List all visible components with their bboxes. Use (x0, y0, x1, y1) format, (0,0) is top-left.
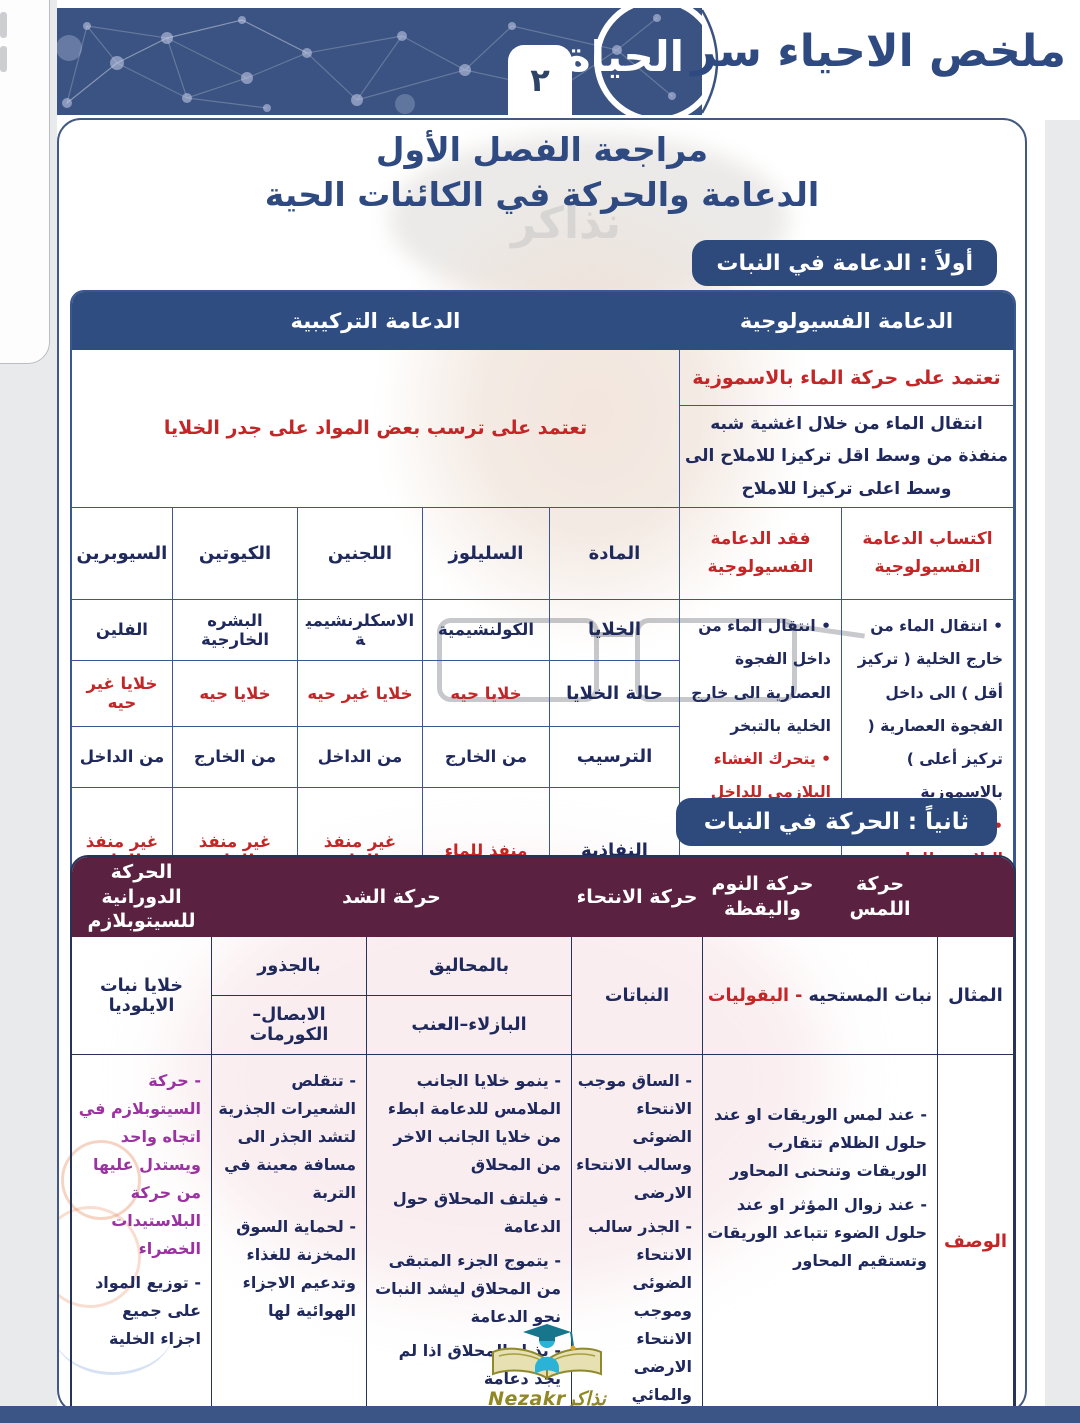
margin-notch (0, 12, 7, 38)
example-cyclosis: خلايا نبات الايلوديا (72, 936, 212, 1056)
matrix-col-header: السيوبرين (72, 506, 173, 600)
movement-table: حركة اللمس حركة النوم والیقظة حركة الانت… (70, 855, 1016, 1412)
touch-movement-header: حركة اللمس (822, 857, 938, 938)
matrix-row-label: الخلايا (548, 598, 680, 661)
matrix-cell: خلايا غير حيه (72, 659, 173, 727)
brand-ar: نذاكر (565, 1388, 606, 1410)
roots-sublabel: بالجذور (211, 936, 367, 997)
gain-support-header: اكتساب الدعامة الفسيولوجية (841, 506, 1014, 600)
page-number: ٢ (530, 61, 550, 99)
tension-movement-header: حركة الشد (211, 857, 572, 938)
description-point: عند زوال المؤثر او عند حلول الضوء تتباعد… (707, 1191, 927, 1275)
description-point: توزيع المواد على جميع اجزاء الخلية (76, 1269, 201, 1353)
structural-basis: تعتمد على ترسب بعض المواد على جدر الخلاي… (72, 349, 680, 508)
tendrils-sublabel: بالمحاليق (366, 936, 572, 997)
matrix-cell: البشره الخارجية (171, 598, 298, 661)
loss-point: يتحرك الغشاء البلازمى للداخل (684, 743, 831, 810)
open-book-left-icon (492, 1347, 548, 1380)
bottom-bar (0, 1406, 1080, 1423)
worksheet-card: نذاكر مراجعة الفصل الأول الدعامة والحركة… (57, 118, 1027, 1414)
description-roots: تتقلص الشعيرات الجذرية لتشد الجذر الى مس… (211, 1054, 367, 1412)
gain-point: انتقال الماء من خارج الخلية ( تركيز أقل … (846, 610, 1003, 810)
matrix-col-header: السليلوز (421, 506, 550, 600)
graduate-book-icon (492, 1324, 602, 1380)
tendrils-examples: البازلاء–العنب (366, 995, 572, 1056)
matrix-cell: خلايا غير حيه (296, 659, 423, 727)
graduation-cap-icon (523, 1324, 571, 1340)
open-book-right-icon (546, 1347, 602, 1380)
physiological-support-header: الدعامة الفسيولوجية (678, 292, 1014, 350)
cyclosis-movement-header: الحركة الدورانية للسيتوبلازم (72, 857, 212, 938)
physiological-detail: انتقال الماء من خلال اغشية شبه منفذة من … (678, 405, 1014, 508)
description-point: تتقلص الشعيرات الجذرية لتشد الجذر الى مس… (216, 1067, 356, 1207)
brand-en: Nezakr (488, 1388, 566, 1410)
bracket-curve-icon (700, 9, 719, 114)
example-tropism: النباتات (571, 936, 703, 1056)
matrix-cell: الفلين (72, 598, 173, 661)
structural-support-header: الدعامة التركيبية (72, 292, 680, 350)
matrix-cell: من الداخل (72, 725, 173, 788)
constellation-pattern-icon (57, 8, 702, 115)
matrix-cell: من الخارج (421, 725, 550, 788)
matrix-cell: خلايا حيه (421, 659, 550, 727)
banner-title-accent: الحياة (565, 32, 684, 81)
description-point: يتموج الجزء المتبقى من المحلاق ليشد النب… (371, 1247, 561, 1331)
example-touch-sleep: نبات المستحيه - البقوليات (702, 936, 938, 1056)
movement-corner-header (937, 857, 1014, 938)
description-point: فيلتف المحلاق حول الدعامة (371, 1185, 561, 1241)
loss-point: انتقال الماء من داخل الفجوة العصارية الى… (684, 610, 831, 743)
sleep-wake-movement-header: حركة النوم والیقظة (702, 857, 823, 938)
matrix-row-label: الترسيب (548, 725, 680, 788)
loss-support-header: فقد الدعامة الفسيولوجية (678, 506, 843, 600)
description-touch-sleep: عند لمس الوريقات او عند حلول الظلام تتقا… (702, 1054, 938, 1412)
matrix-cell: من الداخل (296, 725, 423, 788)
matrix-cell: الاسكلرنشيمية (296, 598, 423, 661)
student-body-icon (535, 1356, 559, 1374)
header-banner: الحياة ٢ (57, 8, 702, 115)
page-number-tab: ٢ (508, 45, 572, 115)
matrix-col-header: الكيوتين (171, 506, 298, 600)
section-1-heading: أولاً : الدعامة في النبات (692, 240, 997, 286)
matrix-corner-header: المادة (548, 506, 680, 600)
brand-text: Nezakrنذاكر (477, 1388, 617, 1410)
example-row-label: المثال (937, 936, 1014, 1056)
description-point: الجذر سالب الانتحاء الضوئى وموجب الانتحا… (576, 1213, 692, 1409)
faded-brand-text: نذاكر (511, 198, 621, 249)
margin-notch (0, 46, 7, 72)
description-point: ينمو خلايا الجانب الملامس للدعامة ابطء م… (371, 1067, 561, 1179)
description-cyclosis: حركة السيتوبلازم في اتجاه واحد ويستدل عل… (72, 1054, 212, 1412)
description-tendrils: ينمو خلايا الجانب الملامس للدعامة ابطء م… (366, 1054, 572, 1412)
matrix-cell: الكولنشيمية (421, 598, 550, 661)
description-point: لحماية السوق المخزنة للغذاء وتدعيم الاجز… (216, 1213, 356, 1325)
matrix-col-header: اللجنين (296, 506, 423, 600)
watermark-logo: Nezakrنذاكر (477, 1322, 617, 1410)
section-2-heading: ثانياً : الحركة في النبات (675, 798, 997, 846)
description-point: عند لمس الوريقات او عند حلول الظلام تتقا… (707, 1101, 927, 1185)
matrix-row-label: حالة الخلايا (548, 659, 680, 727)
cap-tassel-icon (570, 1345, 576, 1351)
example-touch-sleep-accent: - البقوليات (707, 985, 803, 1006)
matrix-cell: خلايا حيه (171, 659, 298, 727)
description-point: حركة السيتوبلازم في اتجاه واحد ويستدل عل… (76, 1067, 201, 1263)
tropism-movement-header: حركة الانتحاء (571, 857, 703, 938)
crescent-arc-icon (594, 8, 702, 115)
stacked-sheet-edge (0, 0, 50, 364)
description-point: الساق موجب الانتحاء الضوئى وسالب الانتحا… (576, 1067, 692, 1207)
example-touch-sleep-main: نبات المستحيه (808, 985, 933, 1006)
doc-title: مراجعة الفصل الأول الدعامة والحركة في ال… (59, 130, 1025, 214)
matrix-cell: من الخارج (171, 725, 298, 788)
doc-title-line2: الدعامة والحركة في الكائنات الحية (264, 175, 820, 214)
description-row-label: الوصف (937, 1054, 1014, 1412)
physiological-basis: تعتمد على حركة الماء بالاسموزية (678, 349, 1014, 406)
roots-examples: الابصال– الكورمات (211, 995, 367, 1056)
right-page-margin (1045, 120, 1080, 1423)
doc-title-line1: مراجعة الفصل الأول (375, 130, 709, 169)
document-brand-title: ملخص الاحياء سر (691, 26, 1066, 77)
